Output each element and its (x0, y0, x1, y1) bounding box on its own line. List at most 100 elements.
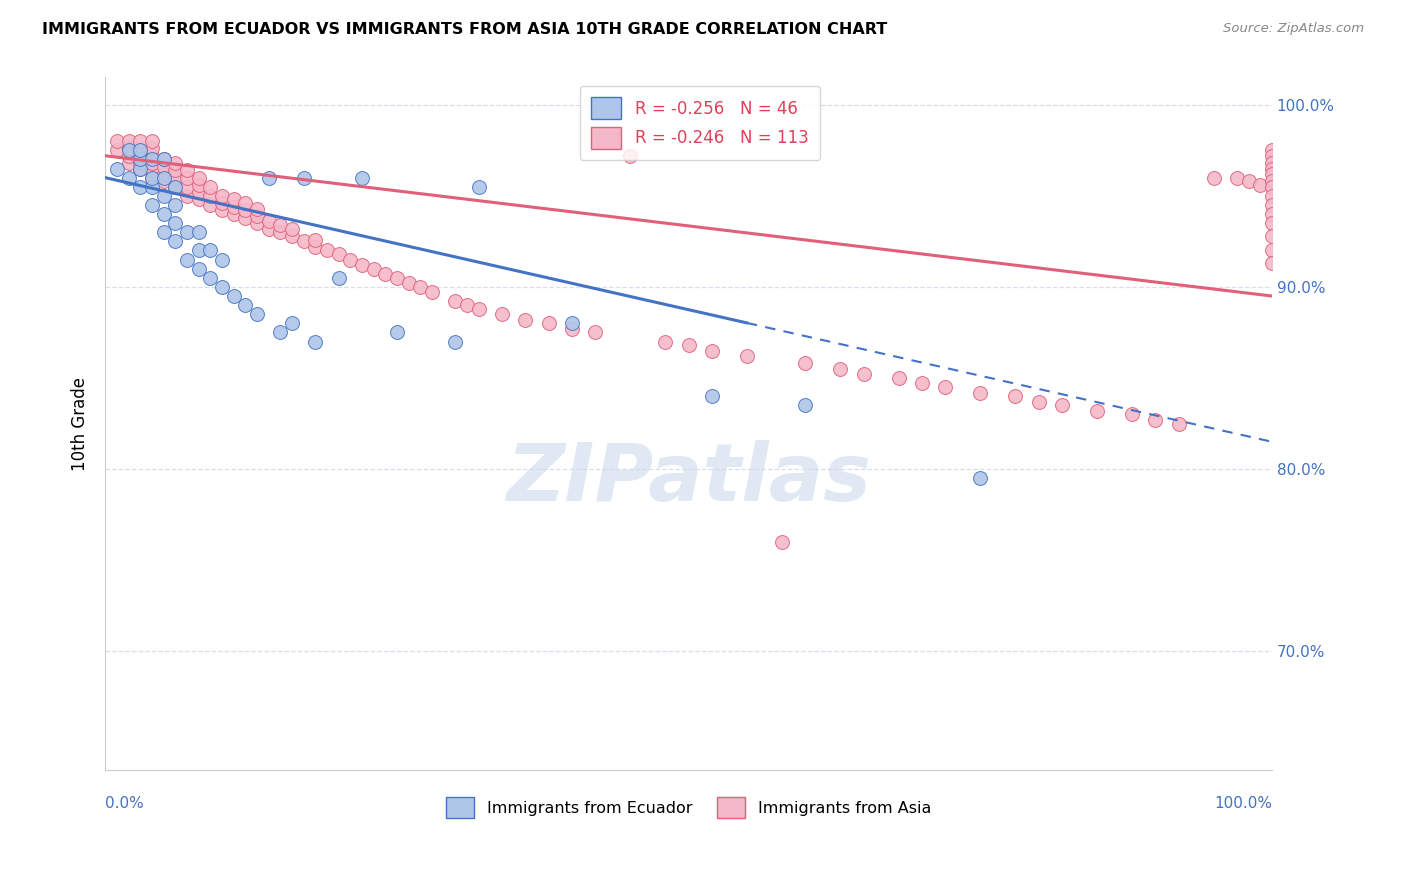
Point (1261, 244, 1284, 258)
Point (467, 179, 489, 194)
Point (1261, 161, 1284, 176)
Point (281, 228, 304, 243)
Point (269, 218, 291, 232)
Point (257, 170, 280, 185)
Point (328, 247, 350, 261)
Point (165, 156, 187, 170)
Point (1028, 394, 1050, 409)
Point (281, 317, 304, 331)
Point (141, 170, 163, 185)
Y-axis label: 10th Grade: 10th Grade (72, 376, 89, 471)
Point (257, 221, 280, 235)
Point (141, 163, 163, 178)
Point (176, 163, 198, 178)
Point (165, 216, 187, 230)
Point (700, 343, 723, 358)
Point (257, 214, 280, 228)
Point (129, 144, 152, 158)
Point (456, 298, 478, 312)
Point (129, 153, 152, 167)
Point (1261, 179, 1284, 194)
Point (467, 301, 489, 316)
Point (129, 149, 152, 163)
Point (176, 170, 198, 185)
Point (304, 240, 326, 254)
Point (934, 380, 956, 394)
Point (200, 189, 222, 203)
Point (420, 285, 443, 300)
Point (246, 216, 269, 230)
Point (444, 294, 467, 309)
Legend: Immigrants from Ecuador, Immigrants from Asia: Immigrants from Ecuador, Immigrants from… (439, 790, 938, 824)
Point (911, 376, 934, 391)
Point (222, 200, 245, 214)
Text: 100.0%: 100.0% (1213, 796, 1272, 811)
Point (1085, 404, 1108, 418)
Point (176, 225, 198, 239)
Point (152, 174, 174, 188)
Point (830, 362, 852, 376)
Point (141, 170, 163, 185)
Point (561, 322, 583, 336)
Point (409, 280, 432, 294)
Point (129, 144, 152, 158)
Point (141, 141, 163, 155)
Point (794, 356, 817, 370)
Text: ZIPatlas: ZIPatlas (506, 440, 872, 518)
Point (1261, 174, 1284, 188)
Point (1261, 144, 1284, 158)
Point (105, 134, 128, 148)
Point (152, 153, 174, 167)
Point (117, 144, 139, 158)
Point (398, 277, 420, 291)
Point (444, 334, 467, 349)
Point (1202, 170, 1225, 185)
Point (187, 193, 209, 207)
Point (700, 389, 723, 403)
Point (211, 189, 233, 203)
Point (200, 179, 222, 194)
Point (246, 209, 269, 223)
Point (350, 258, 373, 272)
Point (211, 203, 233, 218)
Point (328, 270, 350, 285)
Point (200, 198, 222, 212)
Point (304, 233, 326, 247)
Point (129, 161, 152, 176)
Point (187, 178, 209, 192)
Point (129, 179, 152, 194)
Point (233, 203, 256, 218)
Point (141, 179, 163, 194)
Point (385, 270, 408, 285)
Point (969, 385, 991, 400)
Point (129, 156, 152, 170)
Point (1121, 408, 1143, 422)
Point (678, 338, 700, 352)
Point (152, 207, 174, 221)
Point (1261, 156, 1284, 170)
Point (852, 368, 875, 382)
Point (1261, 207, 1284, 221)
Point (1237, 174, 1260, 188)
Point (117, 141, 139, 155)
Point (152, 167, 174, 181)
Point (152, 160, 174, 174)
Point (269, 326, 291, 340)
Text: IMMIGRANTS FROM ECUADOR VS IMMIGRANTS FROM ASIA 10TH GRADE CORRELATION CHART: IMMIGRANTS FROM ECUADOR VS IMMIGRANTS FR… (42, 22, 887, 37)
Point (165, 170, 187, 185)
Point (176, 252, 198, 267)
Point (176, 189, 198, 203)
Point (165, 179, 187, 194)
Point (152, 153, 174, 167)
Point (1261, 256, 1284, 270)
Point (561, 317, 583, 331)
Point (619, 149, 641, 163)
Point (1050, 398, 1073, 412)
Point (211, 280, 233, 294)
Point (1004, 389, 1026, 403)
Point (1144, 413, 1167, 427)
Point (269, 225, 291, 239)
Point (491, 307, 513, 321)
Point (105, 161, 128, 176)
Point (141, 153, 163, 167)
